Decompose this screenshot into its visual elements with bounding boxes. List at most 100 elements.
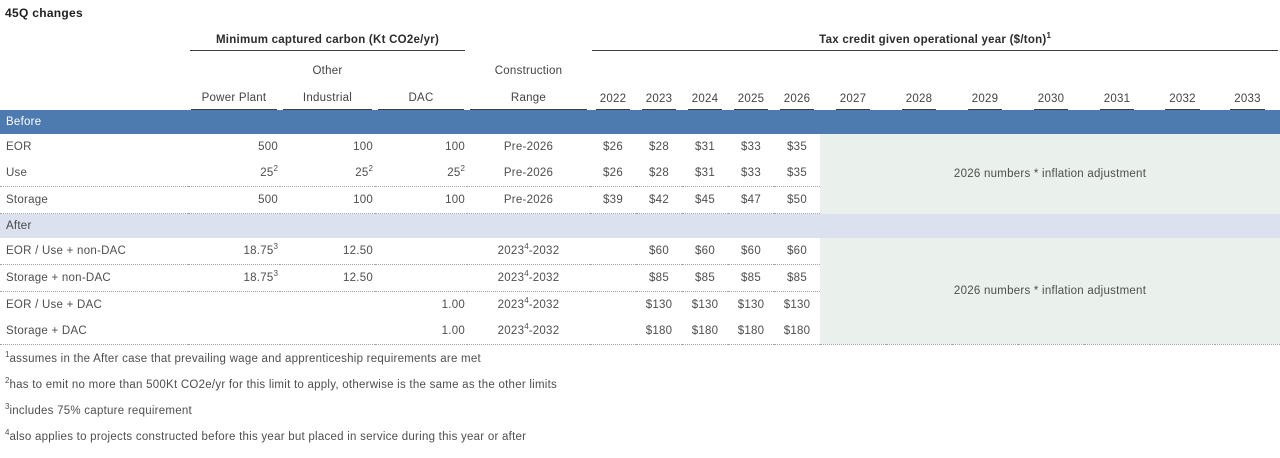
- table-row-storage-non-dac: Storage + non-DAC 18.753 12.50 20234-203…: [0, 264, 1280, 292]
- industrial-header: Industrial: [280, 80, 375, 110]
- cell-dac: [375, 238, 467, 265]
- cell-credit-2024: $180: [682, 318, 728, 345]
- cell-credit-2025: $85: [728, 264, 774, 292]
- cell-credit-2022: [590, 238, 636, 265]
- cell-power-plant: 18.753: [188, 264, 280, 292]
- cell-dac: 100: [445, 141, 465, 153]
- year-header-2028: 2028: [886, 80, 952, 110]
- year-header-2030: 2030: [1018, 80, 1084, 110]
- cell-credit-2026: $50: [774, 186, 820, 214]
- group-header-row: Minimum captured carbon (Kt CO2e/yr) Tax…: [0, 29, 1280, 51]
- cell-credit-2022: $26: [603, 141, 623, 153]
- cell-other-industrial: [280, 292, 375, 319]
- cell-dac: [375, 264, 467, 292]
- year-header-2023: 2023: [636, 80, 682, 110]
- section-label-before: Before: [0, 110, 1280, 134]
- row-label: Use: [0, 160, 188, 187]
- inflation-note-before: 2026 numbers * inflation adjustment: [820, 134, 1280, 214]
- cell-construction-range: Pre-2026: [467, 186, 590, 214]
- min-captured-carbon-header: Minimum captured carbon (Kt CO2e/yr): [188, 29, 467, 51]
- cell-credit-2023: $180: [636, 318, 682, 345]
- cell-other-industrial: 12.50: [280, 264, 375, 292]
- year-header-2026: 2026: [774, 80, 820, 110]
- cell-other-industrial: 12.50: [280, 238, 375, 265]
- year-header-2032: 2032: [1150, 80, 1215, 110]
- 45q-table: Minimum captured carbon (Kt CO2e/yr) Tax…: [0, 29, 1280, 345]
- cell-power-plant: [188, 318, 280, 345]
- cell-credit-2024: $31: [682, 160, 728, 187]
- footnote-2: 2has to emit no more than 500Kt CO2e/yr …: [5, 376, 558, 391]
- cell-power-plant: 500: [258, 141, 278, 153]
- cell-other-industrial: 100: [280, 186, 375, 214]
- row-label: EOR: [6, 141, 32, 153]
- cell-credit-2025: $33: [728, 160, 774, 187]
- section-bar-before: Before: [0, 110, 1280, 134]
- year-header-2029: 2029: [952, 80, 1018, 110]
- cell-credit-2023: $130: [645, 299, 673, 311]
- cell-other-industrial: [280, 318, 375, 345]
- cell-credit-2026: $85: [774, 264, 820, 292]
- cell-power-plant: 18.753: [188, 238, 280, 265]
- cell-construction-range: 20234-2032: [467, 318, 590, 345]
- row-label: EOR / Use + DAC: [6, 299, 103, 311]
- cell-construction-range: 20234-2032: [497, 296, 560, 311]
- cell-credit-2024: $60: [682, 238, 728, 265]
- year-header-2025: 2025: [728, 80, 774, 110]
- cell-credit-2022: [590, 318, 636, 345]
- inflation-note-after: 2026 numbers * inflation adjustment: [820, 238, 1280, 345]
- cell-credit-2023: $28: [636, 160, 682, 187]
- cell-other-industrial: 252: [280, 160, 375, 187]
- cell-credit-2023: $28: [649, 141, 669, 153]
- cell-dac: 100: [375, 186, 467, 214]
- year-header-2031: 2031: [1084, 80, 1150, 110]
- cell-credit-2025: $130: [737, 299, 765, 311]
- year-header-2024: 2024: [682, 80, 728, 110]
- row-label: Storage + non-DAC: [0, 264, 188, 292]
- row-label: EOR / Use + non-DAC: [0, 238, 188, 265]
- table-row-storage: Storage 500 100 100 Pre-2026 $39 $42 $45…: [0, 186, 1280, 214]
- sub-header-row: Other Construction: [0, 51, 1280, 80]
- column-header-row: Power Plant Industrial DAC Range 2022 20…: [0, 80, 1280, 110]
- dac-header: DAC: [375, 80, 467, 110]
- cell-construction-range: 20234-2032: [467, 264, 590, 292]
- other-header: Other: [312, 65, 343, 77]
- footnotes: 1assumes in the After case that prevaili…: [5, 350, 1280, 447]
- row-label: Storage: [0, 186, 188, 214]
- cell-credit-2024: $45: [682, 186, 728, 214]
- footnote-4: 4also applies to projects constructed be…: [5, 428, 527, 443]
- cell-construction-range: Pre-2026: [503, 141, 554, 153]
- footnote-3: 3includes 75% capture requirement: [5, 402, 192, 417]
- footnote-1: 1assumes in the After case that prevaili…: [5, 350, 481, 365]
- cell-credit-2026: $35: [787, 141, 807, 153]
- cell-other-industrial: 100: [353, 141, 373, 153]
- tax-credit-header: Tax credit given operational year ($/ton…: [590, 29, 1280, 51]
- cell-credit-2026: $35: [774, 160, 820, 187]
- cell-credit-2022: [590, 292, 636, 319]
- cell-credit-2023: $85: [636, 264, 682, 292]
- cell-credit-2025: $60: [728, 238, 774, 265]
- cell-credit-2026: $180: [774, 318, 820, 345]
- power-plant-header: Power Plant: [188, 80, 280, 110]
- cell-dac: 252: [375, 160, 467, 187]
- year-header-2033: 2033: [1215, 80, 1280, 110]
- page-title: 45Q changes: [5, 6, 84, 20]
- cell-credit-2025: $180: [728, 318, 774, 345]
- cell-credit-2024: $130: [691, 299, 719, 311]
- year-header-2027: 2027: [820, 80, 886, 110]
- cell-credit-2025: $47: [728, 186, 774, 214]
- cell-construction-range: Pre-2026: [467, 160, 590, 187]
- cell-credit-2024: $31: [695, 141, 715, 153]
- table-row-eor-use-dac: EOR / Use + DAC 1.00 20234-2032 $130 $13…: [0, 292, 1280, 319]
- cell-credit-2022: $39: [590, 186, 636, 214]
- section-label-after: After: [0, 213, 1280, 238]
- construction-header: Construction: [494, 65, 563, 77]
- cell-credit-2022: $26: [590, 160, 636, 187]
- section-bar-after: After: [0, 213, 1280, 238]
- cell-dac: 1.00: [441, 299, 465, 311]
- table-row-use: Use 252 252 252 Pre-2026 $26 $28 $31 $33…: [0, 160, 1280, 187]
- cell-credit-2023: $42: [636, 186, 682, 214]
- cell-credit-2026: $60: [774, 238, 820, 265]
- cell-power-plant: [188, 292, 280, 319]
- cell-power-plant: 500: [188, 186, 280, 214]
- cell-credit-2024: $85: [682, 264, 728, 292]
